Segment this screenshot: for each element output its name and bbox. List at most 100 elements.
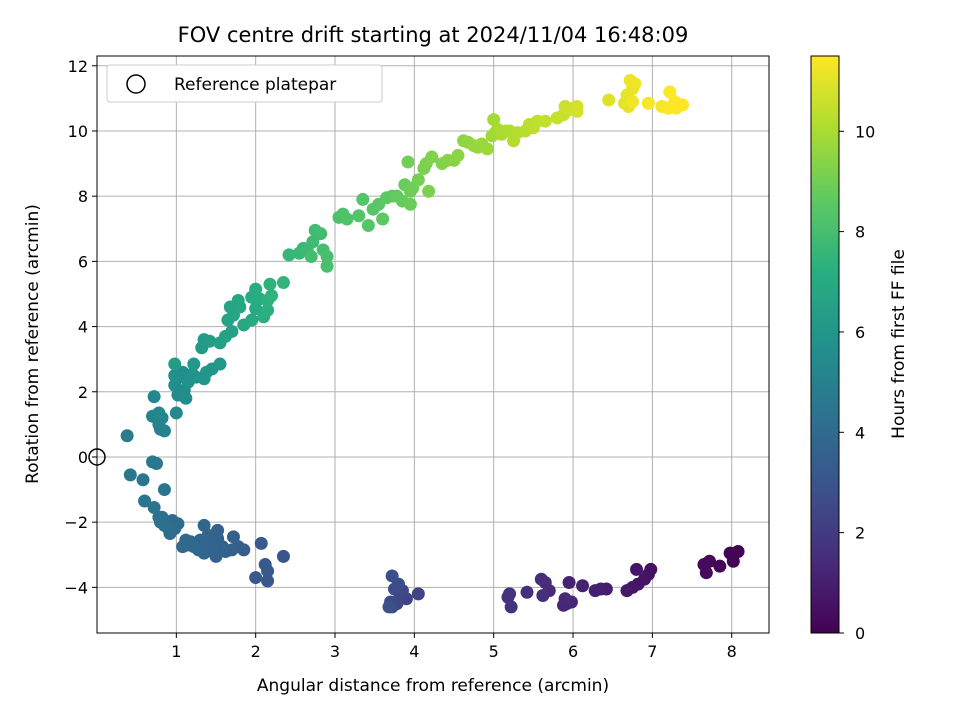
data-point: [676, 98, 690, 112]
data-point: [538, 114, 552, 128]
data-point: [536, 589, 550, 603]
y-axis-ticks: −4 −2 0 2 4 6 8 10 12: [64, 57, 97, 597]
data-point: [713, 559, 727, 573]
colorbar-gradient: [810, 55, 840, 634]
data-point: [630, 562, 644, 576]
colorbar-tick-label: 2: [855, 524, 865, 543]
data-point: [261, 574, 275, 588]
data-point: [197, 372, 211, 386]
legend: Reference platepar: [106, 64, 383, 103]
y-tick-label: 0: [78, 448, 88, 467]
legend-box: [106, 64, 383, 103]
data-point: [562, 575, 576, 589]
data-point: [320, 259, 334, 273]
legend-marker-reference: [126, 74, 146, 94]
data-point: [265, 289, 279, 303]
data-point: [376, 212, 390, 226]
data-point: [403, 197, 417, 211]
data-point: [152, 406, 166, 420]
data-point: [213, 357, 227, 371]
data-point: [401, 155, 415, 169]
data-point: [422, 184, 436, 198]
data-point: [276, 276, 290, 290]
data-point: [249, 282, 263, 296]
y-tick-label: 10: [68, 122, 88, 141]
data-point: [626, 95, 640, 109]
data-point: [356, 192, 370, 206]
x-tick-label: 5: [489, 642, 499, 661]
y-tick-label: 2: [78, 383, 88, 402]
data-point: [169, 406, 183, 420]
y-tick-label: 6: [78, 252, 88, 271]
colorbar: 0 2 4 6 8 10 Hours from first FF file: [810, 55, 909, 643]
data-point: [534, 572, 548, 586]
data-point: [152, 510, 166, 524]
data-point: [225, 324, 239, 338]
data-point: [254, 536, 268, 550]
x-tick-label: 1: [171, 642, 181, 661]
x-tick-label: 6: [568, 642, 578, 661]
chart-title: FOV centre drift starting at 2024/11/04 …: [178, 23, 689, 47]
data-point: [261, 303, 275, 317]
data-point: [487, 113, 501, 127]
colorbar-tick-label: 6: [855, 323, 865, 342]
data-point: [663, 85, 677, 99]
data-point: [425, 150, 439, 164]
data-point: [382, 600, 396, 614]
x-axis-ticks: 1 2 3 4 5 6 7 8: [171, 633, 737, 661]
data-point: [120, 429, 134, 443]
data-point: [136, 473, 150, 487]
colorbar-label: Hours from first FF file: [889, 249, 909, 439]
data-point: [501, 590, 515, 604]
data-point: [480, 142, 494, 156]
data-point: [641, 96, 655, 110]
colorbar-ticks: 0 2 4 6 8 10: [839, 122, 875, 643]
data-point: [558, 592, 572, 606]
data-point: [263, 277, 277, 291]
colorbar-tick-label: 4: [855, 423, 865, 442]
y-tick-label: 12: [68, 57, 88, 76]
data-point: [168, 368, 182, 382]
data-point: [352, 209, 366, 223]
data-point: [411, 587, 425, 601]
data-point: [226, 530, 240, 544]
data-point: [385, 569, 399, 583]
data-point: [249, 302, 263, 316]
data-points: [120, 73, 745, 614]
y-axis-label: Rotation from reference (arcmin): [23, 204, 43, 484]
data-point: [197, 518, 211, 532]
data-point: [570, 104, 584, 118]
data-point: [411, 173, 425, 187]
data-point: [203, 334, 217, 348]
y-tick-label: 4: [78, 318, 88, 337]
x-axis-label: Angular distance from reference (arcmin): [257, 676, 609, 696]
x-tick-label: 2: [251, 642, 261, 661]
x-tick-label: 4: [409, 642, 419, 661]
x-tick-label: 7: [647, 642, 657, 661]
data-point: [168, 357, 182, 371]
y-tick-label: −2: [64, 513, 88, 532]
data-point: [451, 148, 465, 162]
data-point: [157, 483, 171, 497]
colorbar-tick-label: 10: [855, 122, 875, 141]
data-point: [282, 248, 296, 262]
data-point: [361, 219, 375, 233]
data-point: [602, 93, 616, 107]
data-point: [147, 500, 161, 514]
x-tick-label: 3: [330, 642, 340, 661]
y-tick-label: 8: [78, 187, 88, 206]
colorbar-tick-label: 0: [855, 624, 865, 643]
data-point: [123, 468, 137, 482]
x-tick-label: 8: [727, 642, 737, 661]
data-point: [520, 585, 534, 599]
data-point: [147, 390, 161, 404]
data-point: [314, 227, 328, 241]
data-point: [176, 540, 190, 554]
data-point: [504, 600, 518, 614]
data-point: [699, 566, 713, 580]
data-point: [620, 584, 634, 598]
data-point: [304, 249, 318, 263]
data-point: [726, 554, 740, 568]
data-point: [588, 584, 602, 598]
legend-label-reference: Reference platepar: [174, 75, 336, 95]
